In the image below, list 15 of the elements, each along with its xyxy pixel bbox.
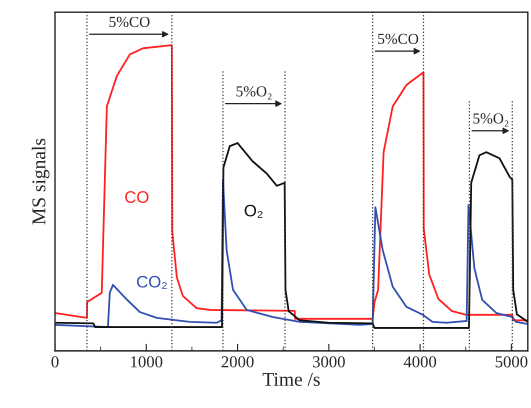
- y-axis-title: MS signals: [32, 138, 50, 224]
- text: 5%CO: [378, 34, 418, 44]
- x-tick-label: 3000: [312, 356, 345, 368]
- x-tick-label: 2000: [222, 356, 254, 368]
- x-tick-label: 1000: [131, 356, 162, 368]
- series-label: CO₂: [137, 276, 167, 289]
- text: 5%CO: [109, 16, 150, 28]
- x-tick-label: 0: [51, 356, 59, 368]
- annotation: 5%O₂: [236, 86, 272, 100]
- x-tick-label: 4000: [404, 356, 436, 368]
- annotation: 5%O₂: [473, 113, 508, 127]
- x-axis-title: Time /s: [262, 372, 320, 386]
- series-label: O₂: [244, 204, 262, 218]
- x-tick-label: 5000: [496, 356, 528, 368]
- series-label: CO: [125, 191, 149, 203]
